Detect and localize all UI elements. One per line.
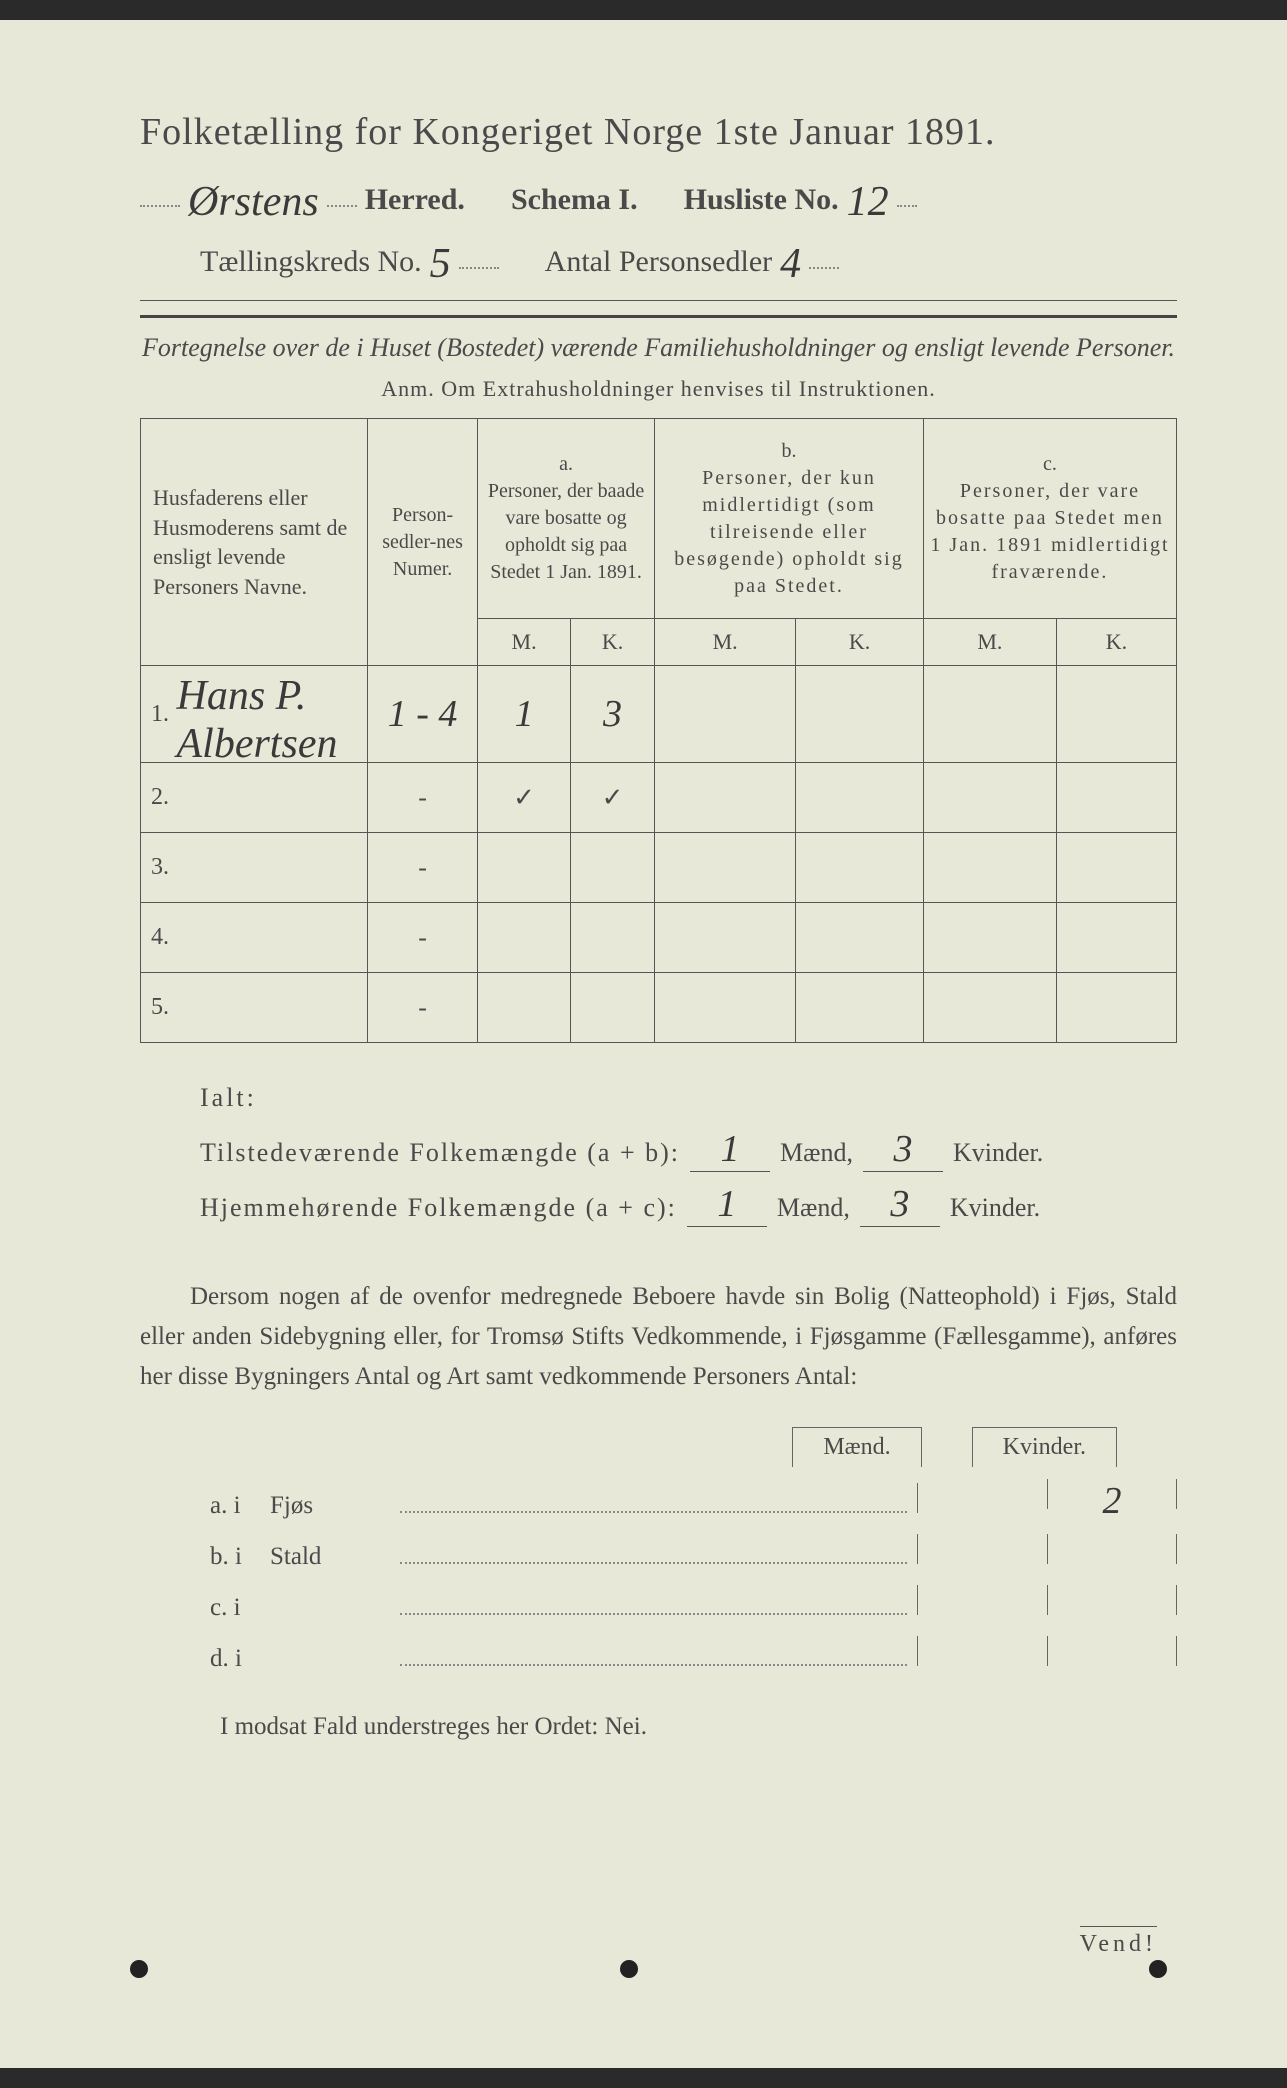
table-row: 5. - <box>141 973 1177 1043</box>
th-name: Husfaderens eller Husmoderens samt de en… <box>141 419 368 666</box>
subtitle: Fortegnelse over de i Huset (Bostedet) v… <box>140 330 1177 366</box>
table-row: 2. - ✓ ✓ <box>141 763 1177 833</box>
page-title: Folketælling for Kongeriget Norge 1ste J… <box>140 110 1177 154</box>
table-row: 4. - <box>141 903 1177 973</box>
punch-hole-icon <box>130 1960 148 1978</box>
abcd-kvinder: Kvinder. <box>972 1427 1117 1467</box>
row1-name: Hans P. Albertsen <box>177 673 338 767</box>
th-a-m: M. <box>478 619 571 666</box>
antal-label: Antal Personsedler <box>545 245 772 279</box>
table-row: 3. - <box>141 833 1177 903</box>
husliste-no-hand: 12 <box>847 178 889 226</box>
abcd-row: d. i <box>210 1636 1177 1673</box>
abcd-block: Mænd. Kvinder. a. i Fjøs 2 b. i Stald c.… <box>210 1427 1177 1673</box>
ialt-label: Ialt: <box>200 1083 1177 1113</box>
th-c-k: K. <box>1056 619 1176 666</box>
ialt-block: Ialt: Tilstedeværende Folkemængde (a + b… <box>200 1083 1177 1227</box>
th-b: b. Personer, der kun midlertidigt (som t… <box>655 419 924 619</box>
punch-hole-icon <box>1149 1960 1167 1978</box>
th-c: c. Personer, der vare bosatte paa Stedet… <box>923 419 1176 619</box>
table-row: 1. Hans P. Albertsen 1 - 4 1 3 <box>141 666 1177 763</box>
rule-thick <box>140 315 1177 318</box>
th-c-m: M. <box>923 619 1056 666</box>
rule-thin <box>140 300 1177 301</box>
abcd-row: c. i <box>210 1585 1177 1622</box>
ialt-row-2: Hjemmehørende Folkemængde (a + c): 1 Mæn… <box>200 1182 1177 1227</box>
th-a-k: K. <box>571 619 655 666</box>
household-table: Husfaderens eller Husmoderens samt de en… <box>140 418 1177 1043</box>
header-line-3: Tællingskreds No. 5 Antal Personsedler 4 <box>140 234 1177 282</box>
herred-name-hand: Ørstens <box>188 178 319 226</box>
table-body: 1. Hans P. Albertsen 1 - 4 1 3 2. - ✓ ✓ <box>141 666 1177 1043</box>
census-form-page: Folketælling for Kongeriget Norge 1ste J… <box>0 20 1287 2068</box>
husliste-label: Husliste No. <box>684 183 839 217</box>
anm-note: Anm. Om Extrahusholdninger henvises til … <box>140 376 1177 402</box>
abcd-row: a. i Fjøs 2 <box>210 1479 1177 1520</box>
taellingskreds-no-hand: 5 <box>430 240 451 288</box>
ialt-row-1: Tilstedeværende Folkemængde (a + b): 1 M… <box>200 1127 1177 1172</box>
herred-label: Herred. <box>365 183 465 217</box>
abcd-maend: Mænd. <box>792 1427 921 1467</box>
nei-line: I modsat Fald understreges her Ordet: Ne… <box>220 1713 1177 1741</box>
punch-hole-icon <box>620 1960 638 1978</box>
th-a: a. Personer, der baade vare bosatte og o… <box>478 419 655 619</box>
schema-label: Schema I. <box>511 183 638 217</box>
antal-val-hand: 4 <box>780 240 801 288</box>
abcd-head: Mænd. Kvinder. <box>210 1427 1177 1467</box>
th-num: Person-sedler-nes Numer. <box>368 419 478 666</box>
th-b-k: K. <box>796 619 924 666</box>
th-b-m: M. <box>655 619 796 666</box>
fjoes-paragraph: Dersom nogen af de ovenfor medregnede Be… <box>140 1277 1177 1397</box>
taellingskreds-label: Tællingskreds No. <box>200 245 422 279</box>
abcd-row: b. i Stald <box>210 1534 1177 1571</box>
header-line-2: Ørstens Herred. Schema I. Husliste No. 1… <box>140 172 1177 220</box>
vend-label: Vend! <box>1080 1926 1157 1958</box>
